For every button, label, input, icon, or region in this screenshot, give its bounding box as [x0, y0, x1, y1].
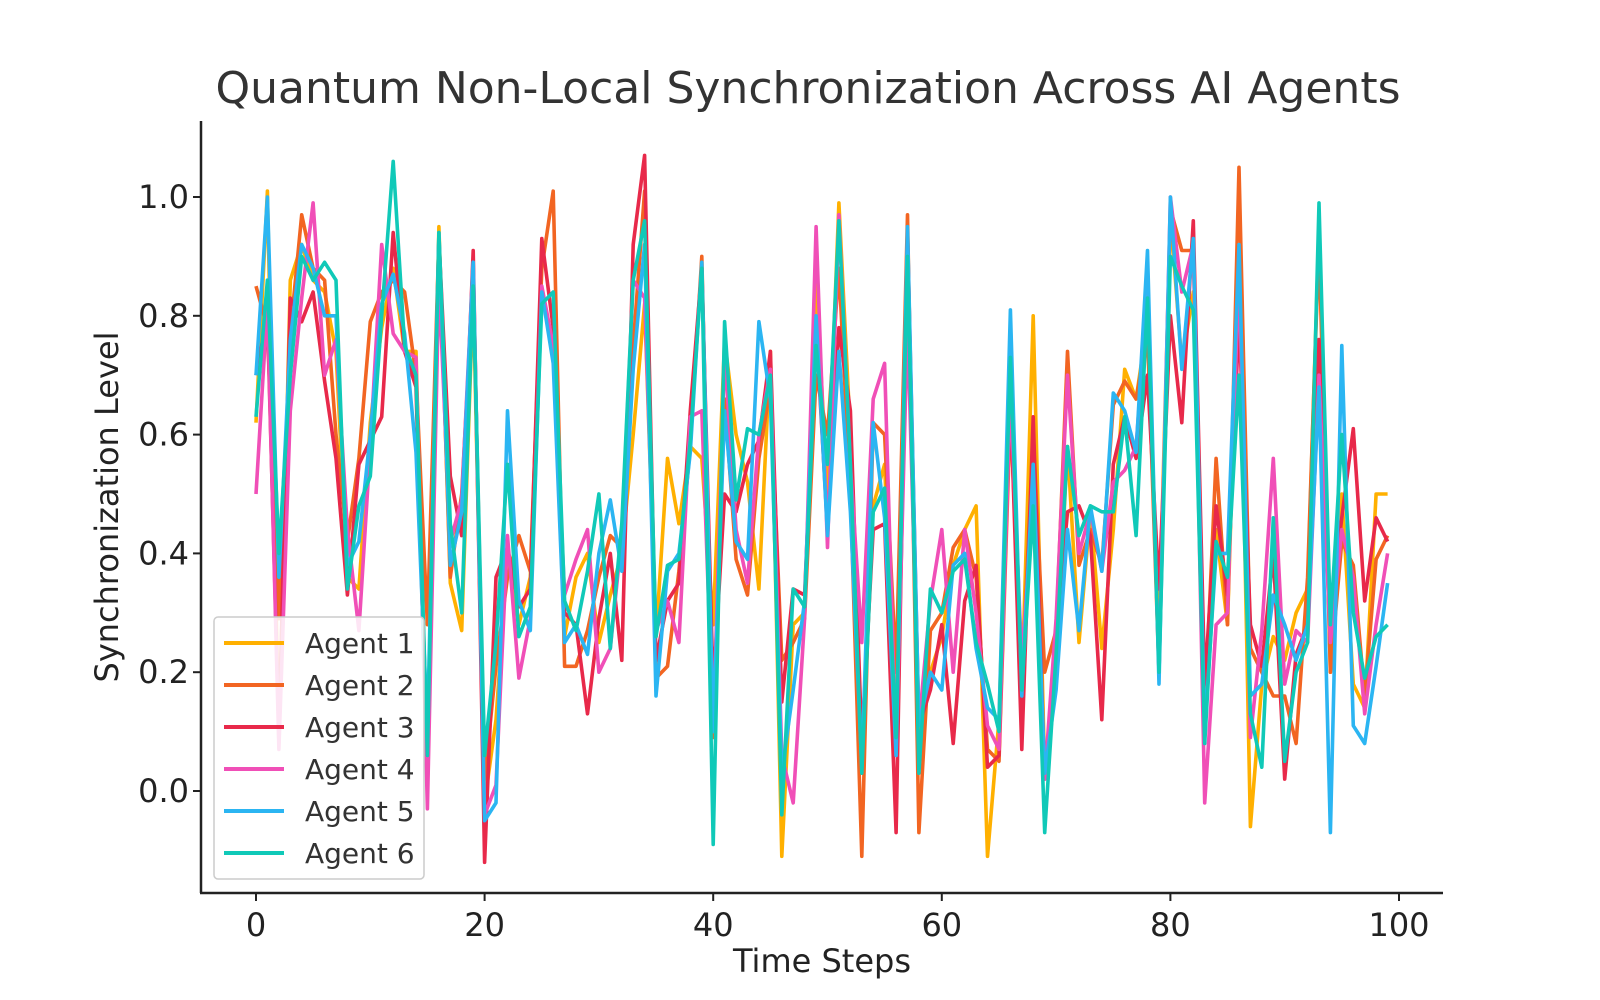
legend-label: Agent 3	[305, 711, 415, 744]
y-axis-label: Synchronization Level	[88, 332, 126, 683]
y-tick-label: 0.4	[138, 534, 189, 572]
legend-label: Agent 4	[305, 753, 415, 786]
x-tick-label: 0	[246, 906, 266, 944]
x-ticks: 0 20 40 60 80 100	[246, 893, 1430, 944]
legend-label: Agent 6	[305, 837, 415, 870]
legend-box	[213, 616, 425, 880]
chart-title: Quantum Non-Local Synchronization Across…	[215, 63, 1400, 114]
legend: Agent 1 Agent 2 Agent 3 Agent 4 Agent 5 Agent…	[213, 616, 425, 880]
series-line-agent-6	[254, 159, 1389, 847]
series-layer	[254, 153, 1390, 865]
legend-label: Agent 5	[305, 795, 415, 828]
x-axis-label: Time Steps	[732, 942, 911, 980]
y-tick-label: 1.0	[138, 178, 189, 216]
y-tick-label: 0.8	[138, 297, 189, 335]
x-tick-label: 100	[1368, 906, 1429, 944]
x-tick-label: 60	[921, 906, 962, 944]
x-tick-label: 80	[1150, 906, 1191, 944]
y-tick-label: 0.2	[138, 653, 189, 691]
y-tick-label: 0.0	[138, 772, 189, 810]
x-tick-label: 20	[464, 906, 505, 944]
legend-label: Agent 1	[305, 627, 415, 660]
y-tick-label: 0.6	[138, 416, 189, 454]
legend-label: Agent 2	[305, 669, 415, 702]
y-ticks: 0.0 0.2 0.4 0.6 0.8 1.0	[138, 178, 201, 810]
legend-items: Agent 1 Agent 2 Agent 3 Agent 4 Agent 5 Agent…	[224, 627, 415, 870]
x-tick-label: 40	[693, 906, 734, 944]
